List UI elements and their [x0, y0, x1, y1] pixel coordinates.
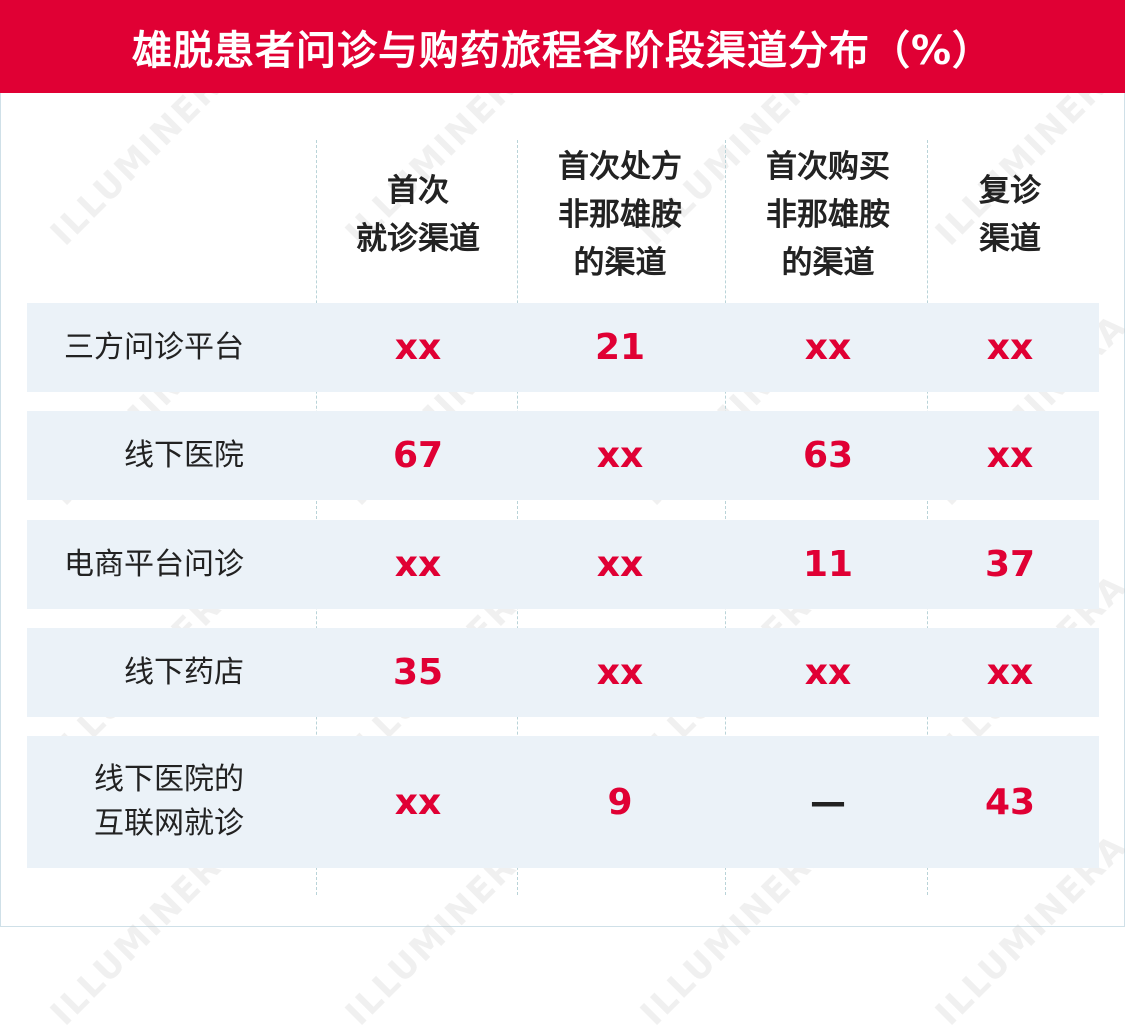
row-label: 线下医院: [124, 437, 244, 473]
column-divider: [316, 140, 317, 895]
table-cell: xx: [394, 781, 442, 823]
row-label: 三方问诊平台: [64, 329, 244, 365]
table-cell: xx: [804, 652, 852, 693]
table-cell: 37: [984, 544, 1036, 585]
table-cell: —: [810, 781, 846, 823]
row-label: 线下医院的 互联网就诊: [94, 762, 244, 841]
table-row: 线下药店 35 xx xx xx: [27, 628, 1099, 717]
table-row: 电商平台问诊 xx xx 11 37: [27, 520, 1099, 609]
table-cell: 9: [607, 781, 633, 823]
column-header: 首次处方 非那雄胺 的渠道: [558, 149, 682, 281]
table-cell: 11: [802, 544, 854, 585]
page-title: 雄脱患者问诊与购药旅程各阶段渠道分布（%）: [131, 27, 994, 74]
table-cell: 67: [392, 435, 444, 476]
table-cell: xx: [986, 435, 1034, 476]
table-cell: xx: [596, 435, 644, 476]
table-row: 线下医院 67 xx 63 xx: [27, 411, 1099, 500]
column-header: 复诊 渠道: [979, 173, 1041, 257]
table-row: 三方问诊平台 xx 21 xx xx: [27, 303, 1099, 392]
table-cell: xx: [596, 652, 644, 693]
table-cell: 35: [392, 652, 444, 693]
row-label: 线下药店: [124, 654, 244, 690]
table-cell: 63: [802, 435, 854, 476]
column-header: 首次购买 非那雄胺 的渠道: [766, 149, 890, 281]
table-cell: xx: [986, 652, 1034, 693]
table-cell: 43: [984, 781, 1036, 823]
table-cell: xx: [394, 544, 442, 585]
table-cell: xx: [986, 327, 1034, 368]
header: 雄脱患者问诊与购药旅程各阶段渠道分布（%）: [0, 0, 1125, 93]
row-label: 电商平台问诊: [64, 546, 244, 582]
table-cell: xx: [394, 327, 442, 368]
table-row: 线下医院的 互联网就诊 xx 9 — 43: [27, 736, 1099, 868]
column-divider: [517, 140, 518, 895]
table-cell: xx: [596, 544, 644, 585]
column-header: 首次 就诊渠道: [356, 173, 480, 257]
column-divider: [927, 140, 928, 895]
table-cell: xx: [804, 327, 852, 368]
table-cell: 21: [594, 327, 646, 368]
column-divider: [725, 140, 726, 895]
